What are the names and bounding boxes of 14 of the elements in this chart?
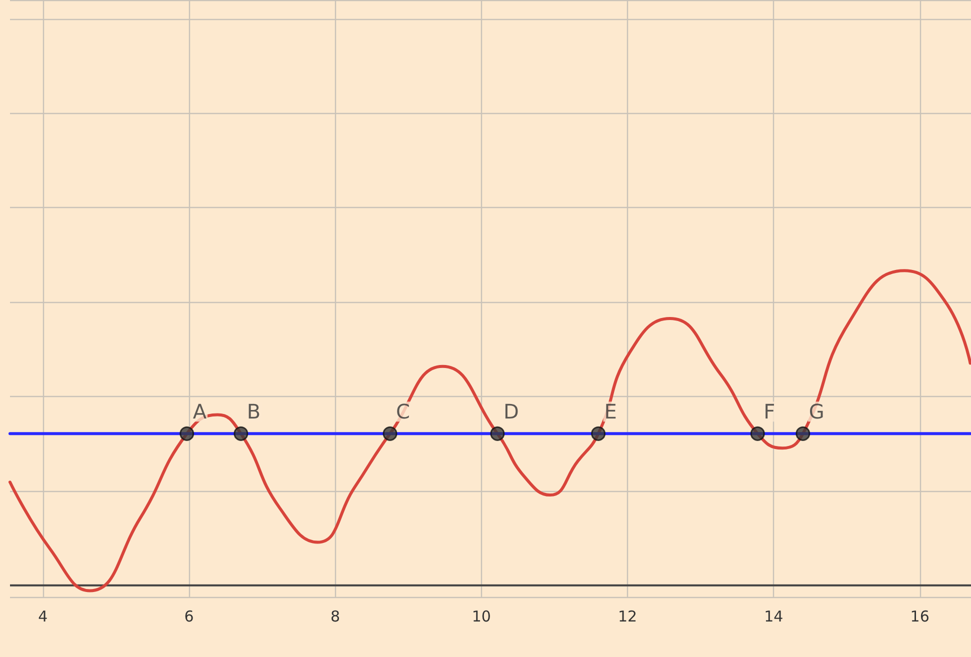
annotation: D (503, 400, 519, 424)
annotation: C (396, 400, 410, 424)
annotation: B (246, 400, 261, 424)
x-tick-label: 4 (38, 608, 48, 626)
x-tick-label: 8 (330, 608, 340, 626)
annotation: E (604, 400, 617, 424)
x-tick-label: 16 (910, 608, 930, 626)
x-tick-label: 14 (764, 608, 784, 626)
annotation: G (808, 400, 824, 424)
x-tick-label: 12 (618, 608, 638, 626)
x-tick-label: 6 (184, 608, 194, 626)
annotation: F (764, 400, 776, 424)
annotation: A (192, 400, 207, 424)
x-tick-label: 10 (472, 608, 491, 626)
